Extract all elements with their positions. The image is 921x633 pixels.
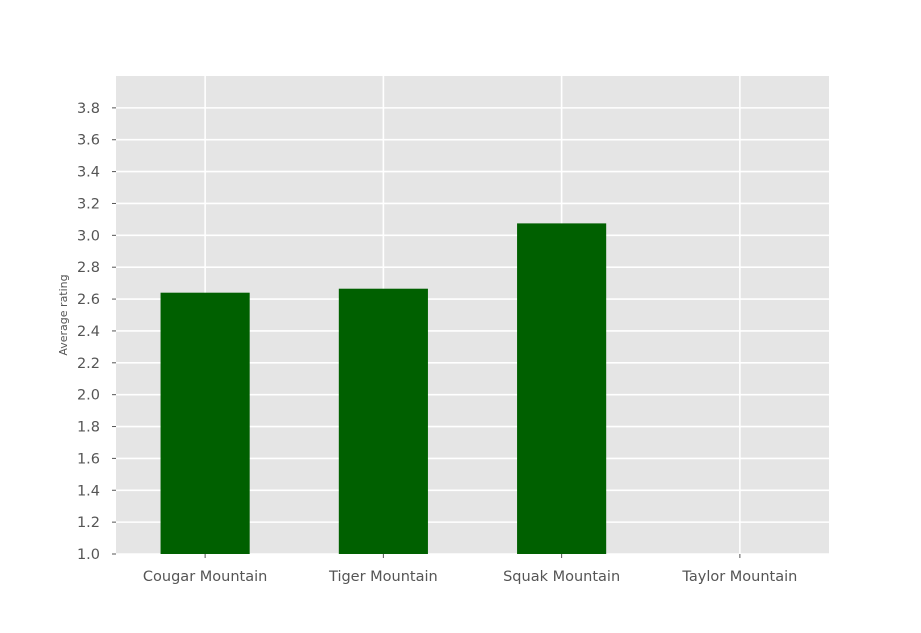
y-tick-label: 3.0 bbox=[77, 228, 100, 244]
y-tick-label: 2.8 bbox=[77, 260, 100, 276]
bar-squak-mountain bbox=[517, 223, 607, 554]
y-tick-label: 2.6 bbox=[77, 292, 100, 308]
x-tick-label: Cougar Mountain bbox=[143, 569, 267, 585]
y-tick-label: 1.8 bbox=[77, 420, 100, 436]
y-tick-label: 3.8 bbox=[77, 101, 100, 117]
y-tick-label: 1.2 bbox=[77, 515, 100, 531]
x-axis-ticks: Cougar Mountain Tiger Mountain Squak Mount… bbox=[143, 554, 797, 585]
y-tick-label: 3.2 bbox=[77, 196, 100, 212]
x-tick-label: Tiger Mountain bbox=[328, 569, 438, 585]
y-axis-label: Average rating bbox=[57, 274, 70, 355]
y-tick-label: 2.2 bbox=[77, 356, 100, 372]
y-tick-label: 3.4 bbox=[77, 165, 100, 181]
y-tick-label: 1.4 bbox=[77, 483, 100, 499]
x-tick-label: Taylor Mountain bbox=[681, 569, 797, 585]
bar-cougar-mountain bbox=[160, 292, 250, 554]
bars bbox=[160, 223, 607, 554]
x-tick-label: Squak Mountain bbox=[503, 569, 620, 585]
y-tick-label: 1.0 bbox=[77, 547, 100, 563]
y-axis-ticks: 1.0 1.2 1.4 1.6 1.8 2.0 2.2 2.4 2.6 2.8 3.0 3.2 3.4 3… bbox=[77, 101, 116, 563]
y-tick-label: 2.4 bbox=[77, 324, 100, 340]
y-tick-label: 1.6 bbox=[77, 451, 100, 467]
bar-tiger-mountain bbox=[338, 288, 428, 554]
y-tick-label: 2.0 bbox=[77, 388, 100, 404]
y-tick-label: 3.6 bbox=[77, 133, 100, 149]
